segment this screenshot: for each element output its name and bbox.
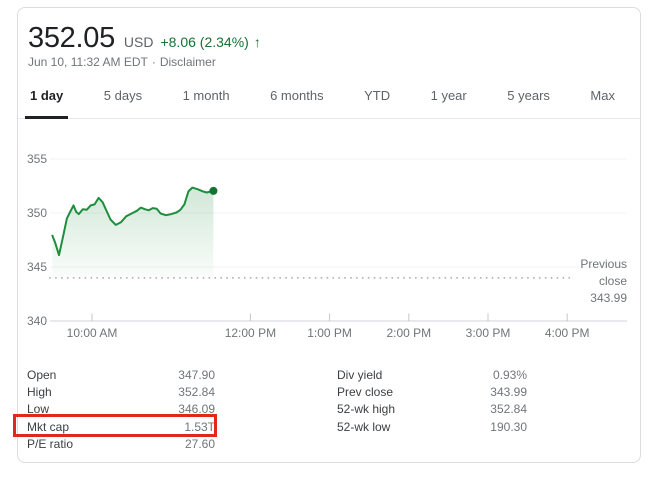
currency-label: USD	[123, 34, 154, 50]
quote-timestamp: Jun 10, 11:32 AM EDT	[28, 55, 148, 69]
tab-5-years[interactable]: 5 years	[507, 88, 550, 103]
current-price-dot	[209, 186, 218, 195]
price-chart[interactable]: 355 350 345 340 10:00 AM 12:00 PM 1:00 PM 2:00 …	[18, 132, 640, 350]
y-axis-label-350: 350	[27, 206, 47, 220]
x-axis-label: 4:00 PM	[545, 326, 590, 340]
x-axis-label: 12:00 PM	[225, 326, 276, 340]
y-axis-label-340: 340	[27, 314, 47, 328]
time-range-tabs: 1 day 5 days 1 month 6 months YTD 1 year…	[18, 78, 640, 119]
mkt-cap-highlight-box	[13, 414, 217, 437]
stat-row-open: Open 347.90	[27, 367, 215, 382]
tab-ytd[interactable]: YTD	[364, 88, 391, 103]
tab-1-year[interactable]: 1 year	[430, 88, 467, 103]
stat-row-prev-close: Prev close 343.99	[337, 384, 527, 399]
quote-subtitle: Jun 10, 11:32 AM EDT · Disclaimer	[28, 55, 216, 69]
x-axis-label: 1:00 PM	[307, 326, 352, 340]
current-price: 352.05	[28, 22, 115, 54]
tab-6-months[interactable]: 6 months	[270, 88, 324, 103]
previous-close-annotation-line-1: close	[599, 274, 627, 288]
x-axis-label: 2:00 PM	[386, 326, 431, 340]
up-arrow-icon: ↑	[253, 34, 261, 50]
x-axis-label: 3:00 PM	[466, 326, 511, 340]
stat-row-52wk-high: 52-wk high 352.84	[337, 402, 527, 417]
stock-quote-card: 352.05 USD +8.06 (2.34%) ↑ Jun 10, 11:32…	[17, 7, 641, 463]
stat-row-pe-ratio: P/E ratio 27.60	[27, 436, 215, 451]
price-line	[51, 186, 215, 257]
y-axis-label-345: 345	[27, 260, 47, 274]
dot-separator: ·	[151, 55, 156, 69]
price-change: +8.06 (2.34%)	[160, 34, 249, 50]
stats-left-column: Open 347.90 High 352.84 Low 346.09 Mkt c…	[27, 366, 215, 452]
previous-close-annotation-line-0: Previous	[580, 257, 627, 271]
stat-row-div-yield: Div yield 0.93%	[337, 367, 527, 382]
disclaimer-link[interactable]: Disclaimer	[159, 55, 216, 69]
stat-row-low: Low 346.09	[27, 402, 215, 417]
tab-5-days[interactable]: 5 days	[103, 88, 143, 103]
y-axis-label-355: 355	[27, 152, 47, 166]
stat-row-mkt-cap: Mkt cap 1.53T	[27, 419, 215, 434]
price-row: 352.05 USD +8.06 (2.34%) ↑	[28, 22, 261, 55]
price-area-fill	[52, 187, 214, 277]
x-axis-label: 10:00 AM	[67, 326, 118, 340]
tab-max[interactable]: Max	[590, 88, 615, 103]
tab-1-month[interactable]: 1 month	[182, 88, 230, 103]
previous-close-annotation-line-2: 343.99	[590, 291, 627, 305]
tab-1-day[interactable]: 1 day	[25, 78, 69, 119]
stat-row-high: High 352.84	[27, 384, 215, 399]
stats-right-column: Div yield 0.93% Prev close 343.99 52-wk …	[337, 366, 527, 435]
stat-row-52wk-low: 52-wk low 190.30	[337, 419, 527, 434]
active-tab-underline	[25, 116, 69, 119]
